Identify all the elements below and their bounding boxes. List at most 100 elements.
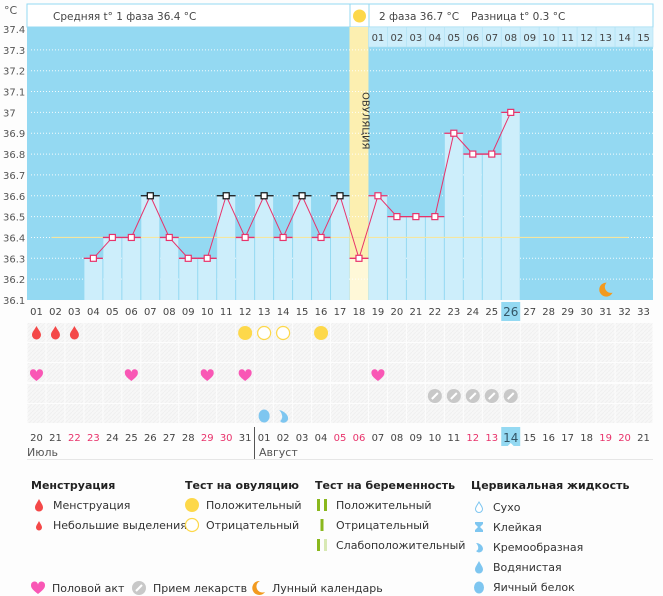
event-cell[interactable] [312,384,331,403]
event-cell[interactable] [141,323,160,342]
event-cell[interactable] [141,404,160,423]
temperature-point[interactable] [336,192,344,200]
event-cell[interactable] [387,343,406,362]
event-cell[interactable] [368,323,387,342]
event-cell[interactable] [539,384,558,403]
event-cell[interactable] [293,343,312,362]
event-cell[interactable] [198,323,217,342]
temperature-point[interactable] [165,233,173,242]
event-cell[interactable] [406,404,425,423]
temperature-point[interactable] [374,192,382,200]
event-cell[interactable] [103,343,122,362]
temperature-point[interactable] [488,150,496,158]
event-cell[interactable] [122,404,141,423]
event-cell[interactable] [103,323,122,342]
event-cell[interactable] [217,343,236,362]
event-cell[interactable] [160,323,179,342]
event-cell[interactable] [406,384,425,403]
event-cell[interactable] [274,363,293,382]
event-cell[interactable] [160,363,179,382]
event-cell[interactable] [368,343,387,362]
event-cell[interactable] [463,343,482,362]
event-cell[interactable] [501,404,520,423]
event-cell[interactable] [406,323,425,342]
event-cell[interactable] [217,363,236,382]
temperature-point[interactable] [127,233,135,242]
event-cell[interactable] [103,384,122,403]
event-cell[interactable] [84,323,103,342]
event-cell[interactable] [425,343,444,362]
temperature-point[interactable] [203,254,211,262]
temperature-point[interactable] [184,254,192,262]
event-cell[interactable] [331,323,349,342]
event-cell[interactable] [558,384,577,403]
event-cell[interactable] [27,404,46,423]
event-cell[interactable] [255,384,274,403]
temperature-point[interactable] [507,108,515,116]
event-cell[interactable] [236,343,255,362]
event-cell[interactable] [349,323,368,342]
event-cell[interactable] [634,323,653,342]
event-cell[interactable] [141,343,160,362]
event-cell[interactable] [27,343,46,362]
event-cell[interactable] [122,384,141,403]
temperature-point[interactable] [146,192,154,200]
temperature-point[interactable] [89,254,97,262]
event-cell[interactable] [65,343,84,362]
event-cell[interactable] [236,404,255,423]
event-cell[interactable] [539,343,558,362]
event-cell[interactable] [84,363,103,382]
event-cell[interactable] [179,384,198,403]
event-cell[interactable] [596,323,615,342]
event-cell[interactable] [349,404,368,423]
event-cell[interactable] [331,343,349,362]
event-cell[interactable] [179,323,198,342]
event-cell[interactable] [501,343,520,362]
event-cell[interactable] [577,343,596,362]
event-cell[interactable] [198,384,217,403]
event-cell[interactable] [274,384,293,403]
event-cell[interactable] [558,343,577,362]
event-cell[interactable] [217,323,236,342]
event-cell[interactable] [577,323,596,342]
event-cell[interactable] [236,384,255,403]
event-cell[interactable] [255,343,274,362]
event-cell[interactable] [558,323,577,342]
event-cell[interactable] [27,384,46,403]
temperature-point[interactable] [298,192,306,200]
event-cell[interactable] [217,384,236,403]
temperature-point[interactable] [317,233,325,242]
event-cell[interactable] [349,363,368,382]
event-cell[interactable] [596,384,615,403]
event-cell[interactable] [482,404,501,423]
temperature-point[interactable] [431,213,439,221]
event-cell[interactable] [444,404,463,423]
event-cell[interactable] [539,363,558,382]
event-cell[interactable] [634,384,653,403]
event-cell[interactable] [331,384,349,403]
event-cell[interactable] [387,384,406,403]
event-cell[interactable] [444,363,463,382]
event-cell[interactable] [463,323,482,342]
event-cell[interactable] [577,384,596,403]
event-cell[interactable] [520,323,539,342]
temperature-point[interactable] [108,233,116,242]
event-cell[interactable] [312,343,331,362]
event-cell[interactable] [425,363,444,382]
event-cell[interactable] [179,363,198,382]
event-cell[interactable] [198,343,217,362]
event-cell[interactable] [425,323,444,342]
event-cell[interactable] [122,343,141,362]
event-cell[interactable] [596,343,615,362]
event-cell[interactable] [558,363,577,382]
event-cell[interactable] [160,384,179,403]
event-cell[interactable] [160,343,179,362]
event-cell[interactable] [615,343,634,362]
temperature-point[interactable] [355,254,363,262]
event-cell[interactable] [46,404,65,423]
event-cell[interactable] [615,404,634,423]
event-cell[interactable] [501,323,520,342]
event-cell[interactable] [387,323,406,342]
event-cell[interactable] [387,404,406,423]
event-cell[interactable] [179,343,198,362]
